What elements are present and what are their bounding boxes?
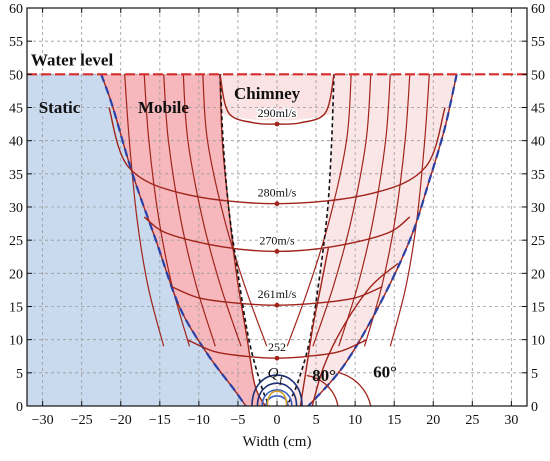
orifice-contour [261, 389, 293, 406]
angle-arc-80 [306, 374, 339, 406]
x-tick-label: 0 [274, 413, 281, 428]
series-label-1: 290ml/s [258, 106, 297, 120]
x-tick-label: 30 [504, 413, 518, 428]
y-tick-label-right: 25 [531, 234, 545, 249]
x-tick-label: −10 [188, 413, 210, 428]
angle-60-label: 60° [373, 362, 397, 381]
water-level-label: Water level [31, 51, 114, 70]
y-tick-label-right: 5 [531, 367, 538, 382]
y-tick-label-right: 55 [531, 35, 545, 50]
y-tick-label-right: 10 [531, 334, 545, 349]
y-tick-label-right: 50 [531, 68, 545, 83]
series-point-3 [274, 249, 280, 254]
x-tick-label: 20 [426, 413, 440, 428]
y-tick-label-left: 55 [9, 35, 23, 50]
orifice-contour [256, 382, 298, 406]
orifice-contour [265, 395, 289, 406]
chimney-top-fill [219, 74, 335, 121]
x-tick-label: −25 [71, 413, 93, 428]
x-axis-label: Width (cm) [243, 434, 312, 450]
qf-label: Q [268, 365, 279, 381]
chimney-left-line [219, 74, 270, 406]
series-point-2 [274, 201, 280, 207]
series-point-4 [274, 302, 280, 308]
flow-line-right [286, 74, 352, 347]
y-tick-label-left: 20 [9, 267, 23, 282]
y-tick-label-left: 35 [9, 168, 23, 183]
y-tick-label-right: 15 [531, 301, 545, 316]
flow-line-left [124, 74, 165, 347]
mobile-label: Mobile [138, 98, 189, 117]
y-tick-label-right: 35 [531, 168, 545, 183]
static-boundary-dashed [100, 73, 247, 406]
static-label: Static [39, 98, 81, 117]
orifice-contour [251, 374, 303, 406]
flow-line-left [163, 74, 216, 347]
y-tick-label-left: 60 [9, 2, 23, 17]
y-tick-label-left: 45 [9, 102, 23, 117]
angle-80-label: 80° [312, 366, 336, 385]
y-tick-label-right: 30 [531, 201, 545, 216]
series-label-5: 252 [268, 340, 286, 354]
y-tick-label-right: 0 [531, 400, 538, 415]
series-point-1 [274, 121, 280, 127]
flow-line-right [312, 74, 372, 347]
flow-line-right [363, 74, 411, 347]
flow-line-right [338, 74, 391, 347]
series-point-5 [274, 355, 280, 361]
series-label-2: 280ml/s [258, 186, 297, 200]
y-tick-label-left: 25 [9, 234, 23, 249]
y-tick-label-left: 5 [16, 367, 23, 382]
orifice-inner-contour [266, 390, 288, 406]
x-tick-label: −30 [32, 413, 54, 428]
x-tick-label: 10 [348, 413, 362, 428]
angle-line-80 [299, 246, 330, 406]
y-tick-label-left: 40 [9, 135, 23, 150]
qf-subscript: f [279, 374, 284, 386]
y-tick-label-left: 0 [16, 400, 23, 415]
angle-line-60 [311, 262, 399, 406]
y-tick-label-right: 20 [531, 267, 545, 282]
series-label-3: 270m/s [259, 233, 295, 247]
y-tick-label-left: 50 [9, 68, 23, 83]
flow-line-left [202, 74, 268, 347]
right-boundary-dashed [307, 74, 458, 406]
y-tick-label-right: 45 [531, 102, 545, 117]
y-tick-label-left: 30 [9, 201, 23, 216]
x-tick-label: −20 [110, 413, 132, 428]
x-tick-label: 5 [313, 413, 320, 428]
chimney-label: Chimney [234, 84, 301, 103]
flow-line-left [182, 74, 242, 347]
angle-arc-60 [339, 372, 372, 406]
y-tick-label-right: 60 [531, 2, 545, 17]
y-tick-label-right: 40 [531, 135, 545, 150]
x-tick-label: −5 [230, 413, 245, 428]
x-tick-label: 25 [465, 413, 479, 428]
y-tick-label-left: 15 [9, 301, 23, 316]
y-tick-label-left: 10 [9, 334, 23, 349]
x-tick-label: 15 [387, 413, 401, 428]
series-label-4: 261ml/s [258, 287, 297, 301]
x-tick-label: −15 [149, 413, 171, 428]
